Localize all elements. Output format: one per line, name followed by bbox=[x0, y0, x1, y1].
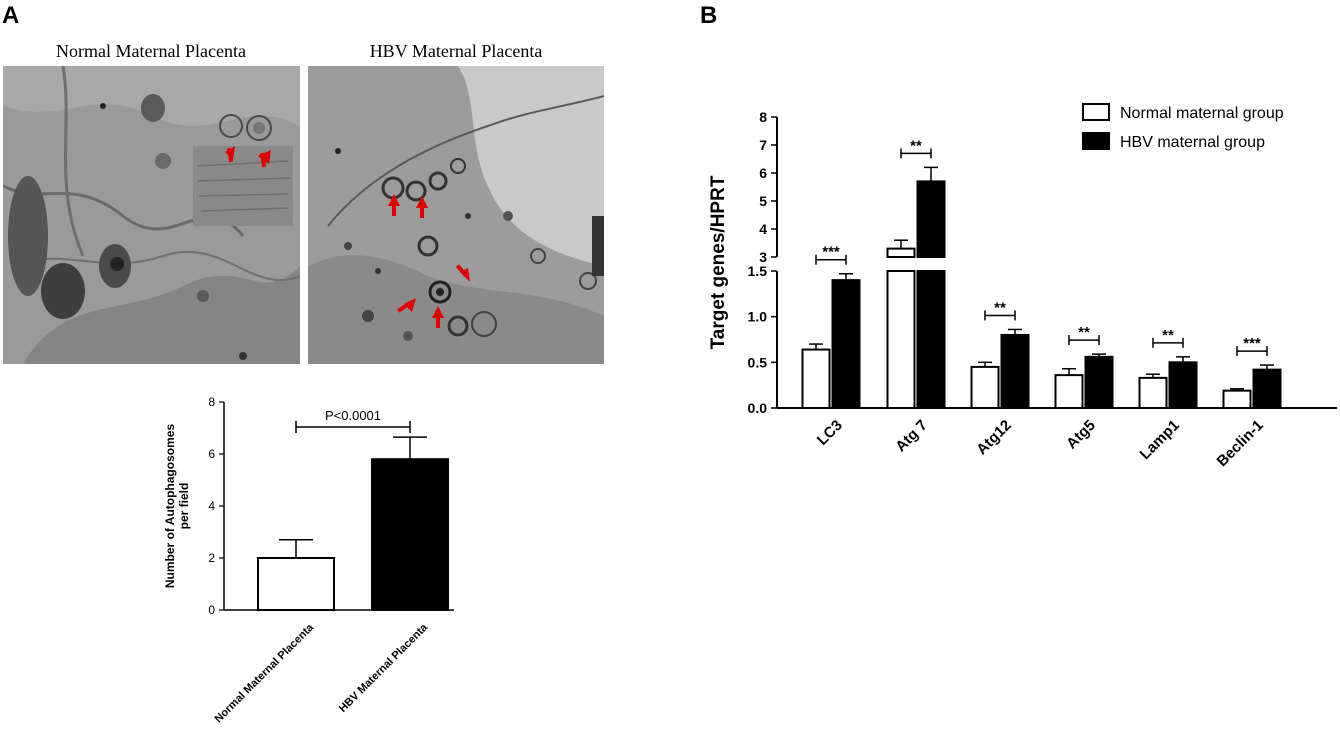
significance-label: *** bbox=[1243, 335, 1261, 352]
bar-lower-segment bbox=[886, 270, 916, 409]
micrograph-normal bbox=[3, 66, 300, 364]
significance-label: P<0.0001 bbox=[325, 408, 381, 423]
legend-swatch-normal bbox=[1082, 103, 1110, 121]
y-tick-label: 2 bbox=[208, 551, 215, 565]
x-tick-label: LC3 bbox=[814, 417, 846, 449]
x-tick-label: HBV Maternal Placenta bbox=[337, 621, 431, 715]
legend-swatch-hbv bbox=[1082, 132, 1110, 150]
y-tick-label: 5 bbox=[759, 193, 767, 209]
y-tick-label: 6 bbox=[759, 165, 767, 181]
chart-target-genes: 3 4 5 6 7 8 0.0 0.5 1.0 1.5 Target genes/HPRT Norma… bbox=[708, 103, 1337, 470]
bar bbox=[1252, 368, 1282, 410]
legend-label-normal: Normal maternal group bbox=[1120, 105, 1284, 122]
y-tick-label: 1.5 bbox=[748, 263, 768, 279]
legend-label-hbv: HBV maternal group bbox=[1120, 134, 1265, 151]
bar-lower-segment bbox=[916, 270, 946, 409]
x-tick-label: Atg5 bbox=[1063, 417, 1099, 453]
significance-label: *** bbox=[822, 244, 840, 261]
significance-label: ** bbox=[1162, 327, 1174, 344]
panel-b-letter: B bbox=[700, 2, 718, 29]
significance-label: ** bbox=[910, 137, 922, 154]
x-tick-label: Atg 7 bbox=[892, 417, 931, 456]
y-tick-label: 4 bbox=[759, 221, 767, 237]
y-tick-label: 6 bbox=[208, 447, 215, 461]
y-tick-label: 7 bbox=[759, 137, 767, 153]
y-tick-label: 1.0 bbox=[748, 309, 768, 325]
y-tick-label: 8 bbox=[208, 395, 215, 409]
bar bbox=[970, 365, 1000, 409]
y-tick-label: 0.0 bbox=[748, 400, 768, 416]
significance-label: ** bbox=[994, 299, 1006, 316]
bar bbox=[886, 247, 916, 259]
chart-autophagosome-count: 0 2 4 6 8 Number of Autophagosomesper field No… bbox=[163, 395, 454, 725]
micrograph-hbv bbox=[308, 66, 604, 364]
y-tick-label: 8 bbox=[759, 109, 767, 125]
x-tick-label: Lamp1 bbox=[1137, 417, 1183, 463]
y-tick-label: 3 bbox=[759, 249, 767, 265]
bar bbox=[831, 279, 861, 409]
panel-a-letter: A bbox=[2, 2, 20, 29]
bar bbox=[1222, 389, 1252, 409]
x-tick-label: Atg12 bbox=[973, 417, 1014, 458]
bar bbox=[371, 458, 449, 611]
bar bbox=[257, 557, 335, 611]
bar bbox=[801, 348, 831, 409]
x-tick-label: Beclin-1 bbox=[1214, 417, 1267, 470]
y-tick-label: 4 bbox=[208, 499, 215, 513]
y-tick-label: 0 bbox=[208, 603, 215, 617]
bar bbox=[1084, 355, 1114, 409]
micrograph-normal-title: Normal Maternal Placenta bbox=[56, 41, 246, 61]
significance-label: ** bbox=[1078, 324, 1090, 341]
bar bbox=[1054, 374, 1084, 409]
bar bbox=[1000, 333, 1030, 409]
x-tick-label: Normal Maternal Placenta bbox=[213, 621, 317, 725]
bar bbox=[1168, 361, 1198, 410]
y-axis-label: Target genes/HPRT bbox=[708, 175, 729, 349]
micrograph-hbv-title: HBV Maternal Placenta bbox=[369, 41, 543, 61]
y-axis-label: Number of Autophagosomesper field bbox=[163, 424, 191, 589]
bar bbox=[1138, 376, 1168, 409]
y-tick-label: 0.5 bbox=[748, 354, 768, 370]
bar bbox=[916, 180, 946, 258]
